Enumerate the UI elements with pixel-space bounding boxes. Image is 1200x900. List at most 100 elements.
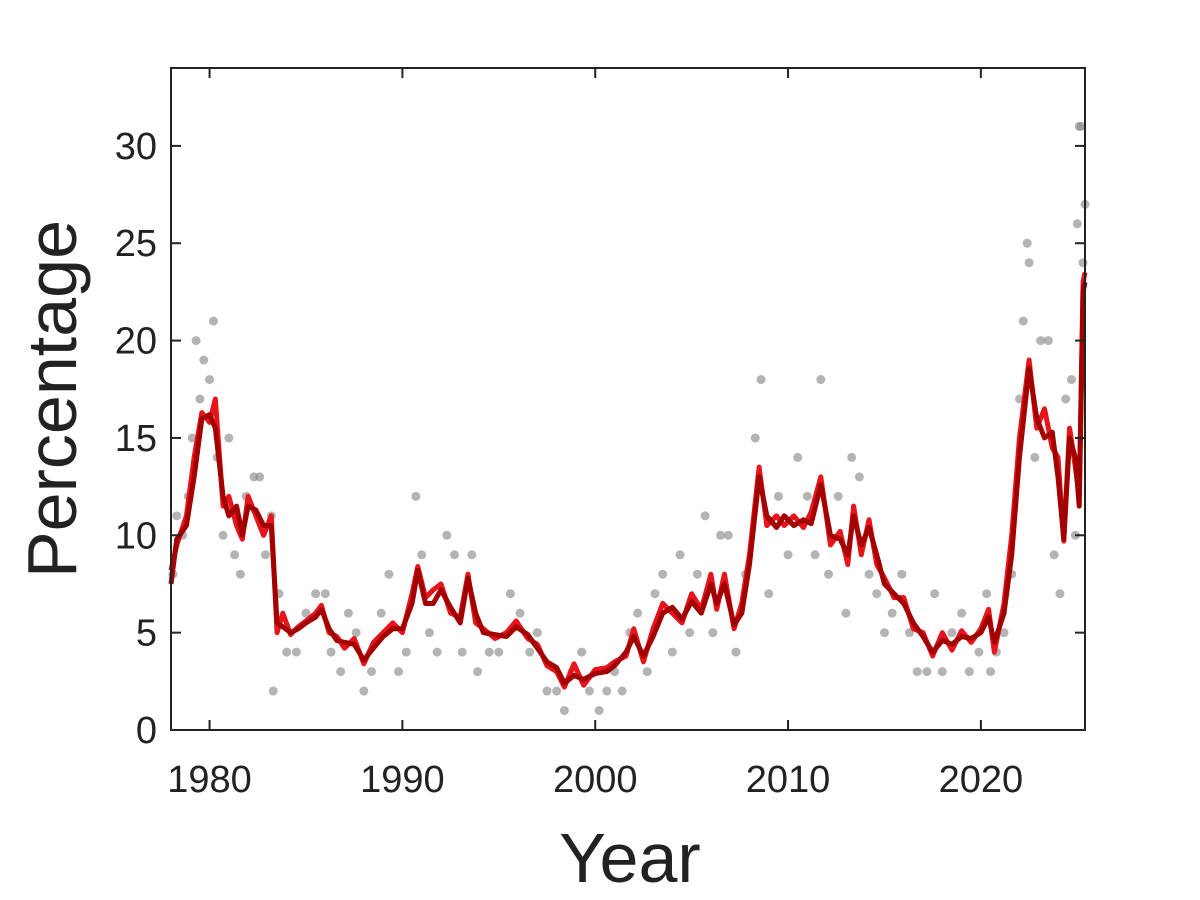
data-point — [384, 569, 394, 579]
data-point — [922, 667, 932, 677]
data-point — [172, 511, 182, 521]
data-point — [559, 706, 569, 716]
data-point — [552, 686, 562, 696]
data-point — [824, 569, 834, 579]
data-point — [532, 628, 542, 638]
data-point — [1055, 589, 1065, 599]
data-point — [764, 589, 774, 599]
data-point — [411, 491, 421, 501]
x-tick-label: 1980 — [167, 759, 252, 801]
data-point — [291, 647, 301, 657]
data-point — [494, 647, 504, 657]
data-point — [1024, 258, 1034, 268]
data-point — [457, 647, 467, 657]
data-point — [675, 550, 685, 560]
data-point — [1043, 336, 1053, 346]
data-point — [783, 550, 793, 560]
data-point — [367, 667, 377, 677]
data-point — [224, 433, 234, 443]
data-point — [937, 667, 947, 677]
data-point — [260, 550, 270, 560]
data-point — [872, 589, 882, 599]
y-tick-label: 5 — [136, 613, 157, 655]
data-point — [930, 589, 940, 599]
data-point — [311, 589, 321, 599]
data-point — [947, 628, 957, 638]
data-point — [525, 647, 535, 657]
data-point — [442, 530, 452, 540]
data-point — [887, 608, 897, 618]
data-point — [1072, 219, 1082, 229]
data-point — [320, 589, 330, 599]
data-point — [854, 472, 864, 482]
data-line — [168, 281, 1088, 686]
data-point — [986, 667, 996, 677]
y-tick-label: 30 — [115, 126, 157, 168]
data-point — [401, 647, 411, 657]
data-point — [833, 491, 843, 501]
data-point — [642, 667, 652, 677]
data-line — [168, 271, 1088, 690]
data-point — [282, 647, 292, 657]
data-point — [187, 433, 197, 443]
data-point — [359, 686, 369, 696]
y-tick-label: 15 — [115, 418, 157, 460]
data-point — [685, 628, 695, 638]
data-point — [633, 608, 643, 618]
y-tick-label: 25 — [115, 223, 157, 265]
data-point — [424, 628, 434, 638]
data-point — [577, 647, 587, 657]
data-point — [1022, 238, 1032, 248]
data-point — [667, 647, 677, 657]
x-tick-label: 2010 — [746, 759, 831, 801]
data-point — [417, 550, 427, 560]
data-point — [208, 316, 218, 326]
data-point — [793, 452, 803, 462]
data-point — [205, 375, 215, 385]
data-point — [515, 608, 525, 618]
data-point — [650, 589, 660, 599]
data-point — [974, 647, 984, 657]
data-point — [692, 569, 702, 579]
data-point — [897, 569, 907, 579]
y-tick-label: 20 — [115, 321, 157, 363]
data-point — [467, 550, 477, 560]
data-point — [584, 686, 594, 696]
data-point — [255, 472, 265, 482]
data-point — [432, 647, 442, 657]
data-point — [731, 647, 741, 657]
x-tick-label: 1990 — [360, 759, 445, 801]
data-point — [376, 608, 386, 618]
data-point — [1067, 375, 1077, 385]
data-point — [1061, 394, 1071, 404]
x-axis-label: Year — [559, 819, 700, 897]
data-point — [542, 686, 552, 696]
data-point — [999, 628, 1009, 638]
data-point — [864, 569, 874, 579]
data-point — [218, 530, 228, 540]
data-point — [847, 452, 857, 462]
data-point — [191, 336, 201, 346]
data-point — [700, 511, 710, 521]
data-point — [912, 667, 922, 677]
data-point — [1018, 316, 1028, 326]
data-point — [802, 491, 812, 501]
data-point — [1076, 121, 1086, 131]
data-point — [957, 608, 967, 618]
y-tick-label: 0 — [136, 710, 157, 752]
data-point — [773, 491, 783, 501]
data-point — [343, 608, 353, 618]
y-tick-label: 10 — [115, 515, 157, 557]
data-point — [326, 647, 336, 657]
data-point — [1078, 258, 1088, 268]
data-point — [841, 608, 851, 618]
data-point — [716, 530, 726, 540]
data-point — [235, 569, 245, 579]
data-point — [982, 589, 992, 599]
data-point — [199, 355, 209, 365]
data-point — [1030, 452, 1040, 462]
y-axis-label: Percentage — [13, 220, 91, 578]
data-point — [658, 569, 668, 579]
data-point — [230, 550, 240, 560]
